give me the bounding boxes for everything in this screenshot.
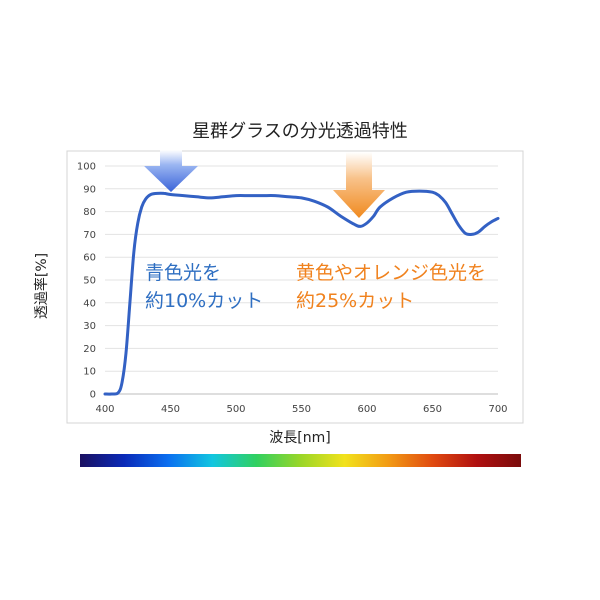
y-tick-label: 10 — [83, 367, 96, 378]
blue-arrow-icon — [144, 150, 198, 192]
orange-annotation-line2: 約25%カット — [296, 290, 414, 312]
y-tick-label: 60 — [83, 253, 96, 264]
y-tick-label: 40 — [83, 298, 96, 309]
spectrum-bar — [80, 454, 521, 467]
orange-annotation-line1: 黄色やオレンジ色光を — [296, 262, 486, 284]
x-tick-label: 550 — [292, 404, 311, 415]
y-axis-label: 透過率[%] — [33, 253, 50, 319]
y-tick-label: 50 — [83, 276, 96, 287]
x-tick-label: 700 — [488, 404, 507, 415]
x-tick-label: 400 — [95, 404, 114, 415]
x-tick-label: 650 — [423, 404, 442, 415]
y-tick-label: 20 — [83, 344, 96, 355]
y-tick-label: 30 — [83, 321, 96, 332]
x-tick-label: 500 — [226, 404, 245, 415]
transmittance-line — [103, 189, 500, 396]
plot-frame — [66, 150, 524, 424]
y-tick-label: 0 — [90, 390, 96, 401]
y-tick-labels: 0 10 20 30 40 50 60 70 80 90 100 — [77, 162, 96, 401]
orange-arrow-icon — [333, 152, 385, 218]
x-tick-labels: 400 450 500 550 600 650 700 — [95, 404, 507, 415]
blue-annotation-line1: 青色光を — [145, 262, 221, 284]
y-tick-label: 70 — [83, 230, 96, 241]
chart-title: 星群グラスの分光透過特性 — [192, 121, 408, 142]
x-axis-label: 波長[nm] — [269, 430, 330, 446]
x-tick-label: 600 — [357, 404, 376, 415]
y-tick-label: 100 — [77, 162, 96, 173]
blue-annotation-line2: 約10%カット — [145, 290, 263, 312]
y-tick-label: 80 — [83, 207, 96, 218]
y-tick-label: 90 — [83, 184, 96, 195]
x-tick-label: 450 — [161, 404, 180, 415]
